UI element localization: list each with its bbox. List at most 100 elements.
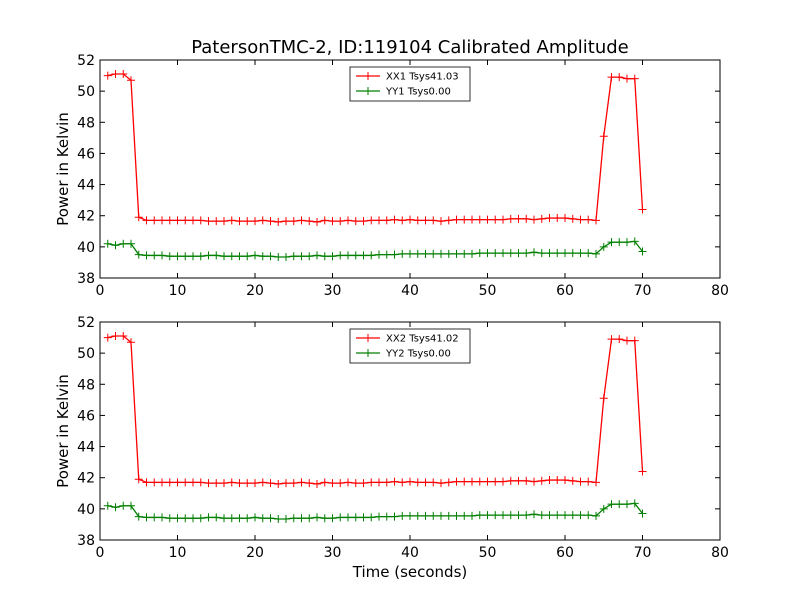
data-point	[615, 500, 624, 509]
data-point	[568, 511, 577, 520]
data-point	[592, 511, 600, 520]
data-point	[553, 511, 562, 520]
data-point	[530, 510, 538, 519]
data-point	[305, 217, 314, 226]
data-point	[413, 216, 422, 225]
data-point	[537, 511, 546, 520]
data-point	[251, 217, 259, 226]
data-point	[282, 479, 290, 488]
data-point	[491, 215, 500, 224]
data-point	[537, 214, 546, 223]
data-point	[514, 214, 523, 223]
data-point	[127, 338, 135, 347]
data-point	[429, 478, 438, 487]
data-point	[630, 499, 639, 508]
data-point	[452, 511, 461, 520]
data-point	[491, 249, 500, 258]
legend-marker	[364, 72, 372, 80]
data-point	[375, 512, 383, 521]
data-point	[359, 217, 368, 226]
data-point	[499, 215, 507, 224]
data-point	[475, 215, 484, 224]
data-point	[189, 216, 197, 225]
data-point	[638, 509, 647, 518]
data-point	[313, 217, 321, 226]
y-axis-label: Power in Kelvin	[54, 112, 72, 226]
x-tick-label: 60	[556, 283, 574, 299]
data-point	[413, 249, 422, 258]
data-point	[150, 216, 159, 225]
data-point	[382, 216, 391, 225]
data-point	[320, 514, 329, 523]
data-point	[251, 513, 259, 522]
x-tick-label: 10	[169, 545, 187, 561]
legend-box	[349, 66, 471, 102]
y-tick-label: 42	[77, 471, 95, 487]
data-point	[158, 251, 166, 260]
data-point	[220, 514, 228, 523]
legend: XX1 Tsys41.03 YY1 Tsys0.00	[349, 66, 471, 102]
x-tick-label: 0	[96, 283, 105, 299]
y-tick-label: 52	[77, 53, 95, 69]
data-point	[607, 335, 616, 344]
data-point	[382, 250, 391, 259]
data-point	[313, 251, 321, 260]
data-point	[452, 249, 461, 258]
data-point	[111, 241, 120, 250]
data-point	[514, 249, 523, 258]
data-point	[251, 251, 259, 260]
data-point	[491, 477, 500, 486]
data-point	[297, 514, 306, 523]
data-point	[344, 251, 352, 260]
legend-label: YY1 Tsys0.00	[385, 87, 451, 98]
data-point	[545, 511, 554, 520]
y-axis-label: Power in Kelvin	[54, 374, 72, 488]
data-point	[103, 239, 112, 248]
data-point	[375, 216, 383, 225]
data-point	[398, 216, 407, 225]
data-point	[181, 514, 190, 523]
data-point	[243, 217, 252, 226]
data-point	[367, 251, 376, 260]
legend-box	[349, 328, 471, 364]
data-point	[522, 214, 531, 223]
data-point	[468, 477, 476, 486]
data-point	[142, 251, 151, 260]
data-point	[537, 476, 546, 485]
data-point	[375, 478, 383, 487]
data-point	[553, 214, 562, 223]
data-point	[313, 479, 321, 488]
figure-title: PatersonTMC-2, ID:119104 Calibrated Ampl…	[191, 37, 629, 58]
data-point	[336, 217, 345, 226]
data-point	[320, 252, 329, 261]
data-point	[359, 479, 368, 488]
data-point	[165, 478, 174, 487]
data-point	[336, 479, 345, 488]
x-tick-label: 30	[324, 545, 342, 561]
data-point	[134, 250, 143, 259]
data-point	[444, 478, 453, 487]
x-tick-label: 80	[711, 283, 729, 299]
data-point	[282, 217, 290, 226]
x-axis-label: Time (seconds)	[352, 563, 468, 581]
data-point	[506, 214, 515, 223]
x-tick-label: 20	[246, 545, 264, 561]
y-tick-label: 42	[77, 209, 95, 225]
y-tick-label: 50	[77, 84, 95, 100]
data-point	[165, 252, 174, 261]
data-point	[142, 216, 151, 225]
data-point	[630, 336, 639, 345]
data-point	[220, 252, 228, 261]
data-point	[623, 74, 631, 83]
y-tick-label: 50	[77, 346, 95, 362]
x-tick-label: 30	[324, 283, 342, 299]
data-point	[359, 513, 368, 522]
data-point	[181, 252, 190, 261]
data-point	[460, 215, 469, 224]
data-point	[173, 252, 182, 261]
data-point	[429, 249, 438, 258]
data-point	[615, 335, 624, 344]
data-point	[568, 214, 577, 223]
data-point	[382, 512, 391, 521]
